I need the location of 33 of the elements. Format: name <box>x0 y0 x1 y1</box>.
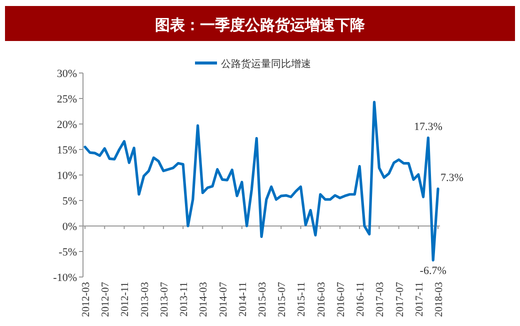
y-tick-label: 30% <box>56 68 77 80</box>
x-tick-label: 2015-11 <box>296 282 308 317</box>
x-tick-label: 2013-07 <box>159 282 170 317</box>
legend-label: 公路货运量同比增速 <box>221 58 311 70</box>
x-tick-label: 2017-03 <box>375 282 386 317</box>
y-tick-label: -10% <box>53 272 77 284</box>
x-tick-label: 2015-03 <box>258 282 268 317</box>
x-tick-label: 2013-03 <box>140 282 151 317</box>
x-tick-label: 2012-07 <box>100 282 112 317</box>
data-label: -6.7% <box>420 265 446 278</box>
x-tick-label: 2012-11 <box>120 282 132 317</box>
y-tick-label: -5% <box>58 246 77 258</box>
x-tick-label: 2016-07 <box>336 282 347 317</box>
y-tick-label: 25% <box>56 94 77 106</box>
x-tick-label: 2014-03 <box>198 282 210 317</box>
data-label: 17.3% <box>414 120 442 133</box>
x-tick-label: 2013-11 <box>179 282 190 317</box>
y-tick-label: 10% <box>56 170 77 182</box>
data-label: 7.3% <box>440 172 464 184</box>
x-tick-label: 2015-07 <box>277 282 288 317</box>
x-tick-label: 2014-11 <box>238 282 249 317</box>
y-tick-label: 0% <box>62 221 77 233</box>
x-tick-label: 2012-03 <box>81 282 92 317</box>
y-tick-label: 15% <box>56 144 77 156</box>
x-tick-label: 2018-03 <box>434 282 445 317</box>
x-tick-label: 2017-07 <box>394 282 406 317</box>
y-tick-label: 5% <box>62 196 77 208</box>
x-tick-label: 2017-11 <box>414 282 426 317</box>
chart-title: 图表：一季度公路货运增速下降 <box>155 16 366 34</box>
x-tick-label: 2016-03 <box>316 282 328 317</box>
x-tick-label: 2014-07 <box>218 282 230 317</box>
y-tick-label: 20% <box>56 119 77 131</box>
x-tick-label: 2016-11 <box>356 282 367 317</box>
